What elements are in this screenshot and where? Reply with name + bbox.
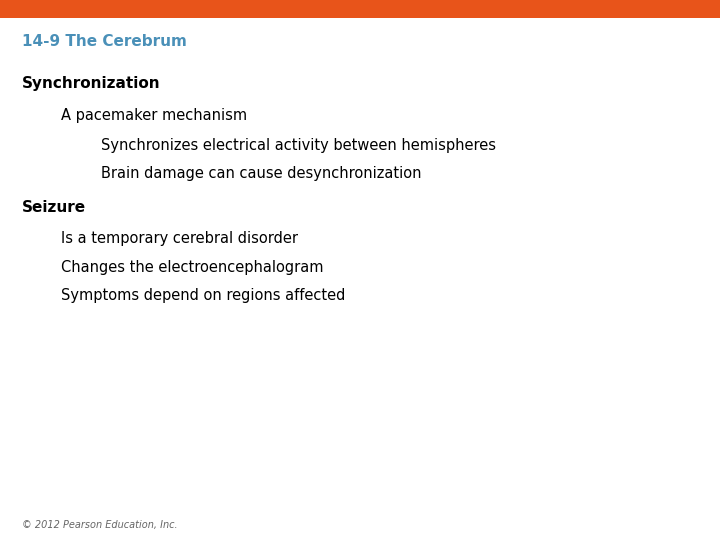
- Text: Brain damage can cause desynchronization: Brain damage can cause desynchronization: [101, 166, 421, 181]
- Text: Is a temporary cerebral disorder: Is a temporary cerebral disorder: [61, 231, 298, 246]
- Text: 14-9 The Cerebrum: 14-9 The Cerebrum: [22, 34, 186, 49]
- FancyBboxPatch shape: [0, 0, 720, 18]
- Text: © 2012 Pearson Education, Inc.: © 2012 Pearson Education, Inc.: [22, 520, 177, 530]
- Text: Changes the electroencephalogram: Changes the electroencephalogram: [61, 260, 324, 275]
- Text: Synchronizes electrical activity between hemispheres: Synchronizes electrical activity between…: [101, 138, 496, 153]
- Text: Symptoms depend on regions affected: Symptoms depend on regions affected: [61, 288, 346, 303]
- Text: Synchronization: Synchronization: [22, 76, 161, 91]
- Text: A pacemaker mechanism: A pacemaker mechanism: [61, 107, 248, 123]
- Text: Seizure: Seizure: [22, 200, 86, 215]
